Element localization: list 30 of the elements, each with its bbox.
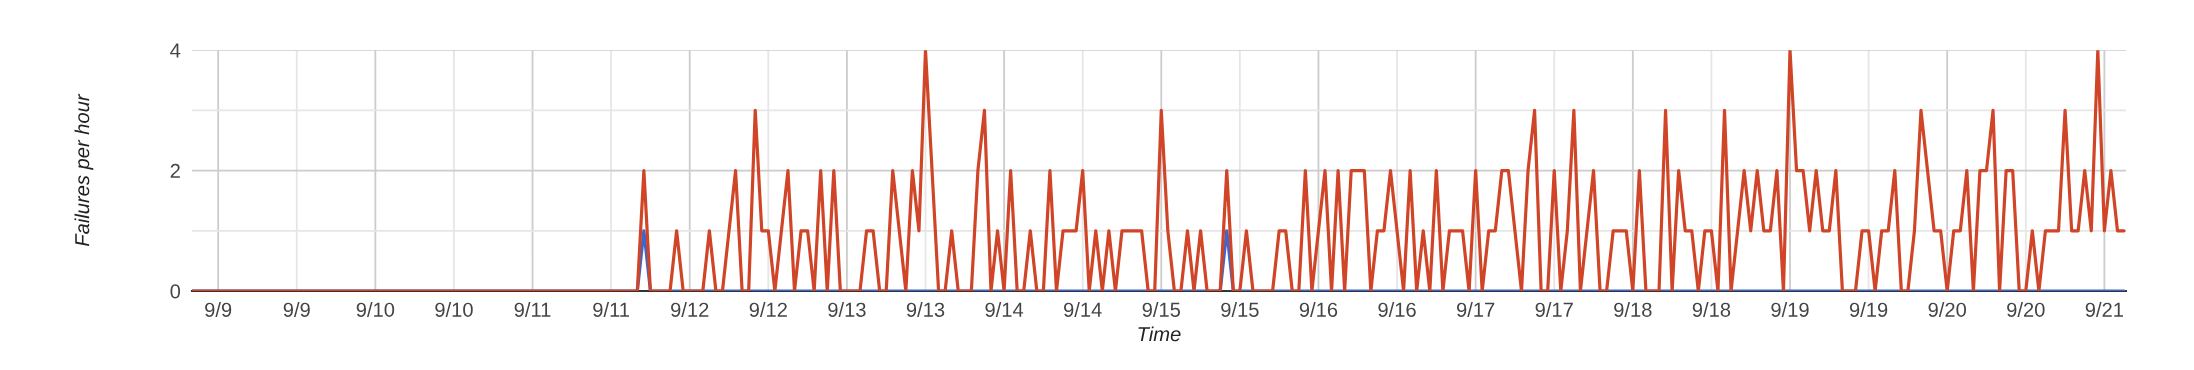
x-tick-label: 9/14 (985, 302, 1024, 317)
x-tick-label: 9/20 (1928, 302, 1966, 317)
x-tick-label: 9/13 (906, 302, 945, 317)
x-tick-label: 9/14 (1064, 302, 1102, 317)
x-tick-label: 9/16 (1299, 302, 1338, 317)
y-axis-title: Failures per hour (74, 93, 94, 247)
x-tick-label: 9/16 (1378, 302, 1416, 317)
x-tick-label: 9/11 (593, 302, 630, 317)
x-tick-label: 9/9 (283, 302, 310, 317)
x-tick-label: 9/19 (1771, 302, 1809, 317)
x-tick-label: 9/15 (1142, 302, 1181, 317)
x-axis-title: Time (1138, 326, 1181, 342)
x-tick-label: 9/13 (828, 302, 866, 317)
x-tick-label: 9/9 (205, 302, 232, 317)
x-tick-label: 9/21 (2085, 302, 2123, 317)
x-tick-label: 9/18 (1614, 302, 1652, 317)
x-tick-label: 9/12 (749, 302, 787, 317)
x-tick-label: 9/10 (356, 302, 395, 317)
x-tick-label: 9/12 (671, 302, 709, 317)
x-tick-label: 9/15 (1221, 302, 1259, 317)
y-tick-label: 2 (170, 163, 180, 178)
x-tick-label: 9/17 (1535, 302, 1573, 317)
y-tick-label: 4 (170, 43, 181, 58)
y-tick-label: 0 (170, 284, 181, 299)
x-tick-label: 9/17 (1456, 302, 1495, 317)
x-tick-label: 9/11 (514, 302, 551, 317)
x-tick-label: 9/18 (1692, 302, 1731, 317)
x-tick-label: 9/20 (2007, 302, 2045, 317)
x-tick-label: 9/19 (1849, 302, 1888, 317)
x-tick-label: 9/10 (435, 302, 473, 317)
